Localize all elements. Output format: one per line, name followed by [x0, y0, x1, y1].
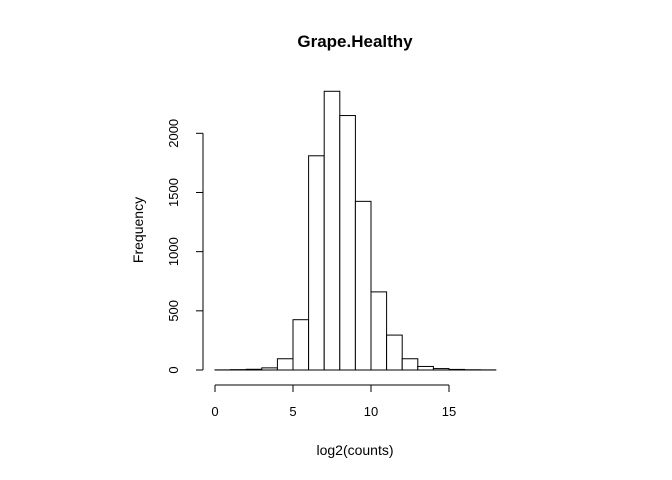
x-tick-label-1: 5	[289, 404, 296, 419]
histogram-bar-8	[339, 115, 356, 371]
histogram-bar-12	[401, 358, 419, 371]
histogram-bar-11	[386, 334, 403, 371]
histogram-bars	[214, 90, 497, 371]
y-tick-label-0: 0	[166, 366, 181, 373]
y-axis-label: Frequency	[130, 197, 146, 263]
y-axis: 0 500 1000 1500 2000	[166, 119, 204, 374]
histogram-bar-10	[370, 291, 388, 371]
x-tick-label-0: 0	[211, 404, 218, 419]
x-axis: 0 5 10 15	[211, 384, 456, 419]
histogram-bar-6	[308, 155, 325, 371]
x-tick-label-3: 15	[442, 404, 456, 419]
histogram-bar-15	[448, 368, 466, 371]
x-tick-label-2: 10	[364, 404, 378, 419]
histogram-bar-13	[417, 365, 434, 371]
chart-title: Grape.Healthy	[297, 32, 413, 51]
histogram-bar-14	[432, 368, 450, 371]
y-tick-label-4: 2000	[166, 119, 181, 148]
y-tick-label-1: 500	[166, 300, 181, 322]
y-tick-label-3: 1500	[166, 178, 181, 207]
y-tick-label-2: 1000	[166, 237, 181, 266]
histogram-bar-7	[323, 90, 341, 371]
histogram-bar-4	[276, 358, 294, 371]
histogram-bar-3	[261, 367, 278, 371]
histogram-bar-5	[292, 319, 310, 371]
histogram-bar-2	[245, 368, 263, 371]
x-axis-label: log2(counts)	[316, 442, 393, 458]
histogram-bar-9	[354, 200, 372, 371]
